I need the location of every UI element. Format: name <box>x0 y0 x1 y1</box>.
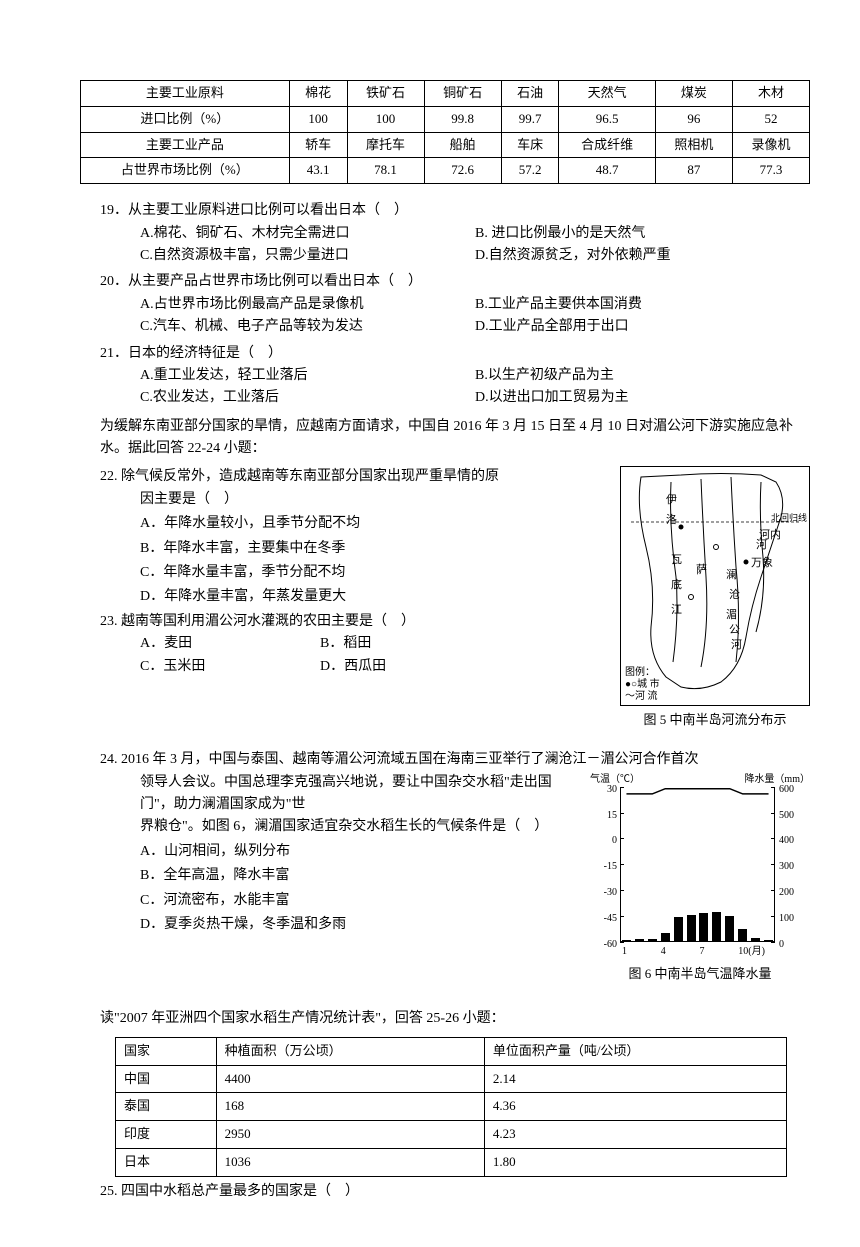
passage-25-26: 读"2007 年亚洲四个国家水稻生产情况统计表"，回答 25-26 小题： <box>100 1008 810 1030</box>
rice-production-table: 国家 种植面积（万公顷） 单位面积产量（吨/公顷） 中国 4400 2.14 泰… <box>115 1037 787 1177</box>
t1-r3-label: 主要工业产品 <box>81 132 290 158</box>
q23-stem: 23. 越南等国利用湄公河水灌溉的农田主要是（ ） <box>100 611 610 633</box>
q23-a: A．麦田 <box>140 633 320 655</box>
question-19: 19．从主要工业原料进口比例可以看出日本（ ） A.棉花、铜矿石、木材完全需进口… <box>100 200 810 267</box>
climate-caption: 图 6 中南半岛气温降水量 <box>590 964 810 985</box>
q22-d: D．年降水量丰富，年蒸发量更大 <box>140 586 610 608</box>
t1-r1-label: 主要工业原料 <box>81 81 290 107</box>
q22-stem2: 因主要是（ ） <box>140 489 610 511</box>
q20-b: B.工业产品主要供本国消费 <box>475 294 810 316</box>
climate-chart-figure-6: 气温（℃） 降水量（mm） 30150-15-30-45-60600500400… <box>590 772 810 985</box>
q24-stem3: 界粮仓"。如图 6，澜湄国家适宜杂交水稻生长的气候条件是（ ） <box>140 816 580 838</box>
q24-a: A．山河相间，纵列分布 <box>140 841 580 863</box>
question-21: 21．日本的经济特征是（ ） A.重工业发达，轻工业落后 B.以生产初级产品为主… <box>100 343 810 410</box>
q21-stem: 21．日本的经济特征是（ ） <box>100 343 810 365</box>
q23-d: D．西瓜田 <box>320 656 500 678</box>
table-row: 泰国 168 4.36 <box>116 1093 787 1121</box>
q19-d: D.自然资源贫乏，对外依赖严重 <box>475 245 810 267</box>
passage-22-24: 为缓解东南亚部分国家的旱情，应越南方面请求，中国自 2016 年 3 月 15 … <box>100 416 810 461</box>
q20-a: A.占世界市场比例最高产品是录像机 <box>140 294 475 316</box>
q21-c: C.农业发达，工业落后 <box>140 387 475 409</box>
industrial-materials-table: 主要工业原料 棉花 铁矿石 铜矿石 石油 天然气 煤炭 木材 进口比例（%） 1… <box>80 80 810 184</box>
q21-a: A.重工业发达，轻工业落后 <box>140 365 475 387</box>
map-caption: 图 5 中南半岛河流分布示 <box>620 710 810 731</box>
question-25: 25. 四国中水稻总产量最多的国家是（ ） <box>100 1181 810 1203</box>
q22-b: B．年降水丰富，主要集中在冬季 <box>140 538 610 560</box>
q24-stem2: 领导人会议。中国总理李克强高兴地说，要让中国杂交水稻"走出国门"，助力澜湄国家成… <box>140 772 580 817</box>
q20-d: D.工业产品全部用于出口 <box>475 316 810 338</box>
q19-c: C.自然资源极丰富，只需少量进口 <box>140 245 475 267</box>
q23-c: C．玉米田 <box>140 656 320 678</box>
q24-c: C．河流密布，水能丰富 <box>140 890 580 912</box>
q22-a: A．年降水量较小，且季节分配不均 <box>140 513 610 535</box>
q23-b: B．稻田 <box>320 633 500 655</box>
q19-stem: 19．从主要工业原料进口比例可以看出日本（ ） <box>100 200 810 222</box>
question-20: 20．从主要产品占世界市场比例可以看出日本（ ） A.占世界市场比例最高产品是录… <box>100 271 810 338</box>
q22-stem: 22. 除气候反常外，造成越南等东南亚部分国家出现严重旱情的原 <box>100 466 610 488</box>
q21-b: B.以生产初级产品为主 <box>475 365 810 387</box>
q25-stem: 25. 四国中水稻总产量最多的国家是（ ） <box>100 1181 810 1203</box>
t1-r4-label: 占世界市场比例（%） <box>81 158 290 184</box>
q24-b: B．全年高温，降水丰富 <box>140 865 580 887</box>
q20-c: C.汽车、机械、电子产品等较为发达 <box>140 316 475 338</box>
q22-c: C．年降水量丰富，季节分配不均 <box>140 562 610 584</box>
table-row: 印度 2950 4.23 <box>116 1121 787 1149</box>
t1-r2-label: 进口比例（%） <box>81 106 290 132</box>
map-figure-5: 伊 洛 瓦 底 江 河 澜 沧 萨 湄 公 河 万象 河内 北回归线 图例： ●… <box>620 466 810 731</box>
table-row: 日本 1036 1.80 <box>116 1149 787 1177</box>
q20-stem: 20．从主要产品占世界市场比例可以看出日本（ ） <box>100 271 810 293</box>
q21-d: D.以进出口加工贸易为主 <box>475 387 810 409</box>
table-row: 中国 4400 2.14 <box>116 1065 787 1093</box>
q19-b: B. 进口比例最小的是天然气 <box>475 223 810 245</box>
q19-a: A.棉花、铜矿石、木材完全需进口 <box>140 223 475 245</box>
q24-stem1: 24. 2016 年 3 月，中国与泰国、越南等湄公河流域五国在海南三亚举行了澜… <box>100 749 810 771</box>
q24-d: D．夏季炎热干燥，冬季温和多雨 <box>140 914 580 936</box>
